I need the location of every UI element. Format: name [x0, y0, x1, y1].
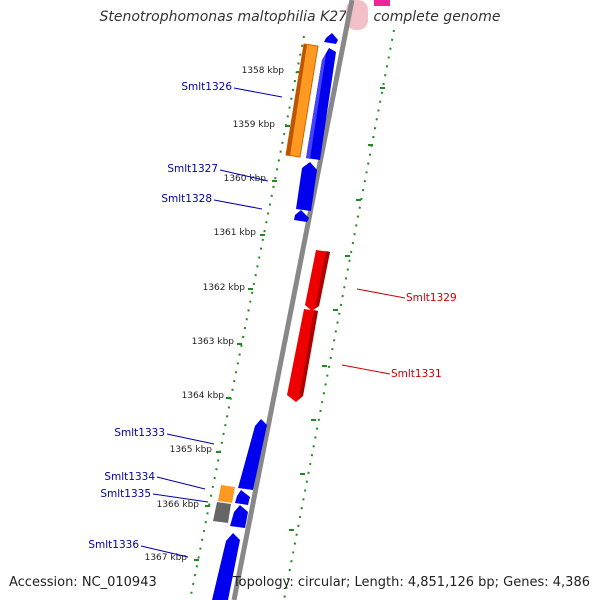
gene-smlt1327[interactable]	[296, 162, 317, 211]
genome-backbone	[231, 0, 355, 600]
leader-line	[213, 199, 263, 210]
gene-forward-cds	[306, 54, 326, 159]
tick-label: 1362 kbp	[203, 283, 246, 293]
gene-shade	[286, 44, 307, 156]
gene-shade	[315, 251, 330, 308]
gene-label-smlt1335[interactable]: Smlt1335	[100, 488, 151, 500]
leader-line	[233, 87, 283, 98]
leader-line	[166, 433, 215, 445]
gene-label-smlt1333[interactable]: Smlt1333	[114, 427, 165, 439]
tick-label: 1367 kbp	[145, 553, 188, 563]
tick-label: 1361 kbp	[214, 228, 257, 238]
leader-line	[219, 169, 269, 182]
gene-label-smlt1331[interactable]: Smlt1331	[391, 368, 442, 380]
gene-label-smlt1336[interactable]: Smlt1336	[88, 539, 139, 551]
map-title: Stenotrophomonas maltophilia K279a, comp…	[99, 9, 501, 25]
tick-label: 1365 kbp	[170, 445, 213, 455]
leader-line	[341, 364, 391, 375]
leader-line	[140, 545, 189, 558]
leader-line	[156, 476, 206, 490]
tick-label: 1364 kbp	[182, 391, 225, 401]
gene-smlt1333[interactable]	[238, 419, 267, 490]
gene-label-smlt1327[interactable]: Smlt1327	[167, 163, 218, 175]
gene-smlt1334[interactable]	[218, 485, 235, 503]
top-edge-feature-magenta	[374, 0, 390, 6]
gene-smlt1328[interactable]	[294, 210, 309, 222]
tick-labels: 1358 kbp 1359 kbp 1360 kbp 1361 kbp 1362…	[145, 66, 285, 563]
tick-label: 1363 kbp	[192, 337, 235, 347]
leader-line	[356, 288, 406, 299]
tick-label: 1359 kbp	[233, 120, 276, 130]
tick-label: 1358 kbp	[242, 66, 285, 76]
gene-label-smlt1326[interactable]: Smlt1326	[181, 81, 232, 93]
tick-label: 1360 kbp	[224, 174, 267, 184]
gene-forward-cds[interactable]	[230, 505, 248, 528]
gene-smlt1336[interactable]	[212, 533, 240, 600]
gene-smlt1335[interactable]	[213, 502, 231, 523]
genome-summary-text: Topology: circular; Length: 4,851,126 bp…	[232, 575, 590, 590]
label-leaders	[140, 87, 406, 558]
gene-label-smlt1334[interactable]: Smlt1334	[104, 471, 155, 483]
gene-label-smlt1329[interactable]: Smlt1329	[406, 292, 457, 304]
leader-line	[152, 493, 209, 503]
gene-forward-cds[interactable]	[324, 33, 338, 44]
gene-forward-cds[interactable]	[235, 490, 250, 505]
accession-text: Accession: NC_010943	[9, 575, 157, 590]
gene-label-smlt1328[interactable]: Smlt1328	[161, 193, 212, 205]
gene-shade	[299, 310, 318, 399]
tick-label: 1366 kbp	[157, 500, 200, 510]
